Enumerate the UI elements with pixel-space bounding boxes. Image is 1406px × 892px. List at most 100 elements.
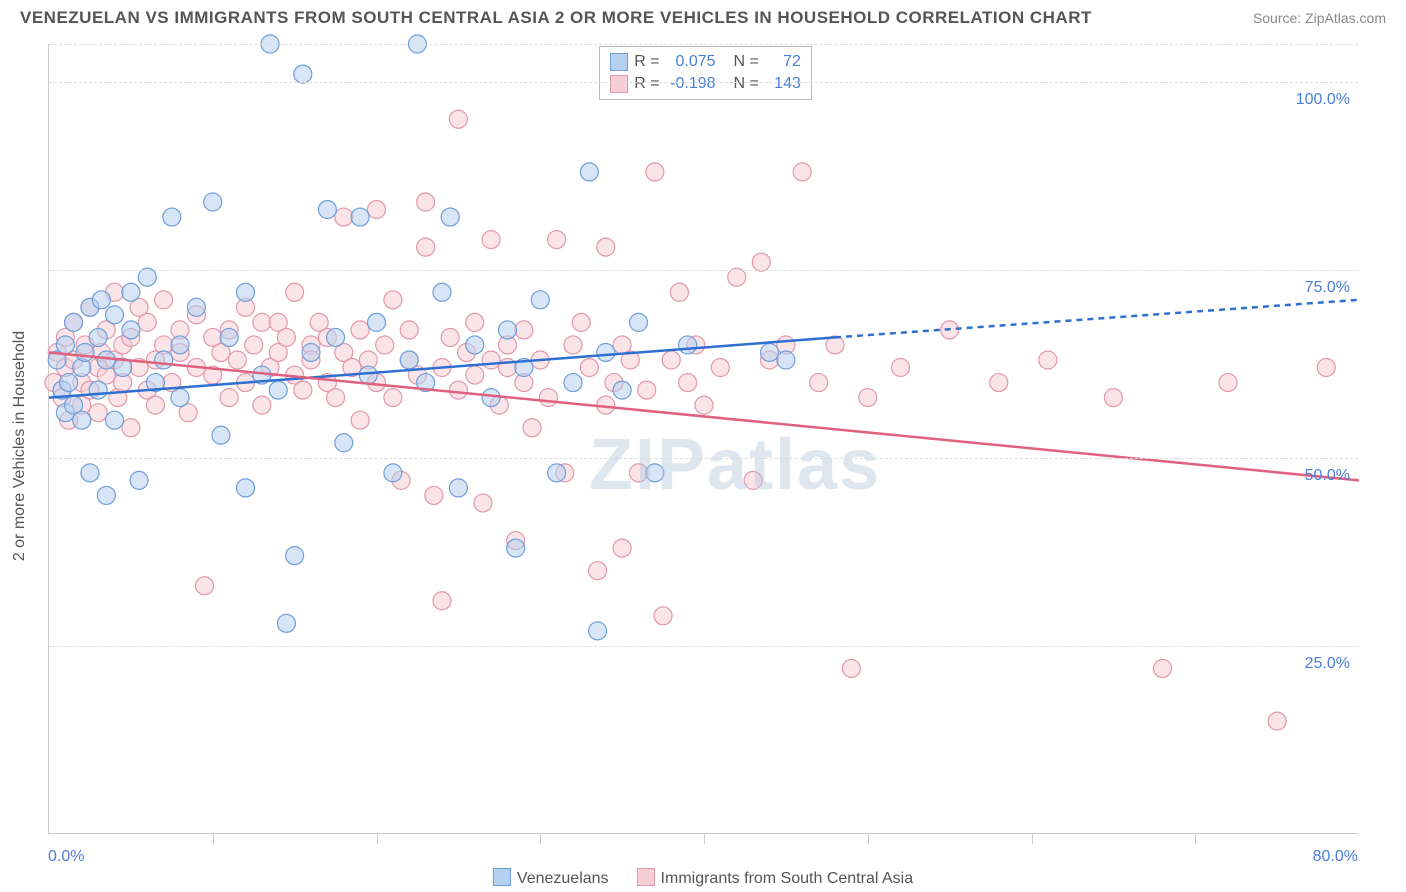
x-tick-mark (213, 834, 214, 844)
scatter-point (106, 411, 124, 429)
scatter-point (97, 486, 115, 504)
scatter-point (220, 328, 238, 346)
scatter-point (318, 201, 336, 219)
scatter-point (253, 313, 271, 331)
scatter-point (654, 607, 672, 625)
scatter-point (433, 592, 451, 610)
scatter-point (138, 313, 156, 331)
r-label: R = (634, 51, 659, 73)
scatter-point (507, 539, 525, 557)
scatter-point (245, 336, 263, 354)
scatter-point (449, 479, 467, 497)
scatter-point (449, 381, 467, 399)
scatter-point (60, 374, 78, 392)
scatter-point (384, 291, 402, 309)
scatter-point (433, 283, 451, 301)
scatter-point (122, 283, 140, 301)
scatter-point (711, 359, 729, 377)
scatter-point (679, 374, 697, 392)
scatter-point (65, 313, 83, 331)
scatter-point (286, 283, 304, 301)
scatter-point (130, 471, 148, 489)
legend-swatch (637, 868, 655, 886)
legend-swatch (610, 75, 628, 93)
chart-source: Source: ZipAtlas.com (1253, 10, 1386, 26)
stats-legend-row: R =-0.198N =143 (610, 73, 801, 95)
scatter-point (761, 343, 779, 361)
scatter-point (122, 419, 140, 437)
legend-swatch (493, 868, 511, 886)
scatter-point (466, 313, 484, 331)
scatter-point (277, 328, 295, 346)
scatter-point (662, 351, 680, 369)
scatter-point (327, 389, 345, 407)
scatter-point (499, 321, 517, 339)
scatter-point (1219, 374, 1237, 392)
scatter-point (302, 343, 320, 361)
scatter-point (597, 343, 615, 361)
scatter-point (335, 434, 353, 452)
scatter-point (351, 411, 369, 429)
scatter-point (56, 336, 74, 354)
scatter-point (417, 193, 435, 211)
scatter-point (482, 351, 500, 369)
stats-legend: R =0.075N =72R =-0.198N =143 (599, 46, 812, 100)
scatter-point (638, 381, 656, 399)
trend-line-b (49, 352, 1359, 480)
scatter-point (73, 411, 91, 429)
scatter-point (441, 328, 459, 346)
scatter-point (646, 464, 664, 482)
scatter-point (97, 351, 115, 369)
trend-line-a-extrapolated (835, 300, 1359, 338)
n-value: 72 (765, 51, 801, 73)
x-tick-mark (377, 834, 378, 844)
chart-header: VENEZUELAN VS IMMIGRANTS FROM SOUTH CENT… (0, 0, 1406, 32)
scatter-point (531, 291, 549, 309)
scatter-point (253, 396, 271, 414)
scatter-point (335, 208, 353, 226)
scatter-point (220, 389, 238, 407)
scatter-point (359, 366, 377, 384)
scatter-point (466, 336, 484, 354)
scatter-point (539, 389, 557, 407)
scatter-point (196, 577, 214, 595)
scatter-point (564, 374, 582, 392)
scatter-point (204, 193, 222, 211)
scatter-point (163, 208, 181, 226)
gridline-horizontal (49, 82, 1358, 83)
scatter-point (572, 313, 590, 331)
scatter-point (482, 389, 500, 407)
scatter-point (417, 238, 435, 256)
chart-title: VENEZUELAN VS IMMIGRANTS FROM SOUTH CENT… (20, 8, 1092, 28)
scatter-point (400, 321, 418, 339)
scatter-point (523, 419, 541, 437)
scatter-point (76, 343, 94, 361)
legend-swatch (610, 53, 628, 71)
scatter-point (106, 306, 124, 324)
scatter-point (728, 268, 746, 286)
scatter-point (613, 381, 631, 399)
x-tick-label: 80.0% (1313, 848, 1358, 866)
scatter-point (155, 351, 173, 369)
legend-label: Venezuelans (517, 870, 609, 887)
scatter-point (155, 291, 173, 309)
scatter-point (237, 479, 255, 497)
scatter-point (81, 464, 99, 482)
scatter-point (580, 163, 598, 181)
scatter-point (597, 238, 615, 256)
x-tick-label: 0.0% (48, 848, 84, 866)
n-value: 143 (765, 73, 801, 95)
r-value: -0.198 (666, 73, 716, 95)
scatter-point (466, 366, 484, 384)
scatter-point (187, 298, 205, 316)
legend-item: Immigrants from South Central Asia (637, 868, 914, 888)
y-tick-label: 100.0% (1296, 91, 1350, 109)
gridline-horizontal (49, 458, 1358, 459)
y-tick-label: 25.0% (1305, 655, 1350, 673)
scatter-point (777, 351, 795, 369)
scatter-point (613, 539, 631, 557)
scatter-point (122, 321, 140, 339)
x-tick-mark (1195, 834, 1196, 844)
scatter-point (1268, 712, 1286, 730)
scatter-point (400, 351, 418, 369)
